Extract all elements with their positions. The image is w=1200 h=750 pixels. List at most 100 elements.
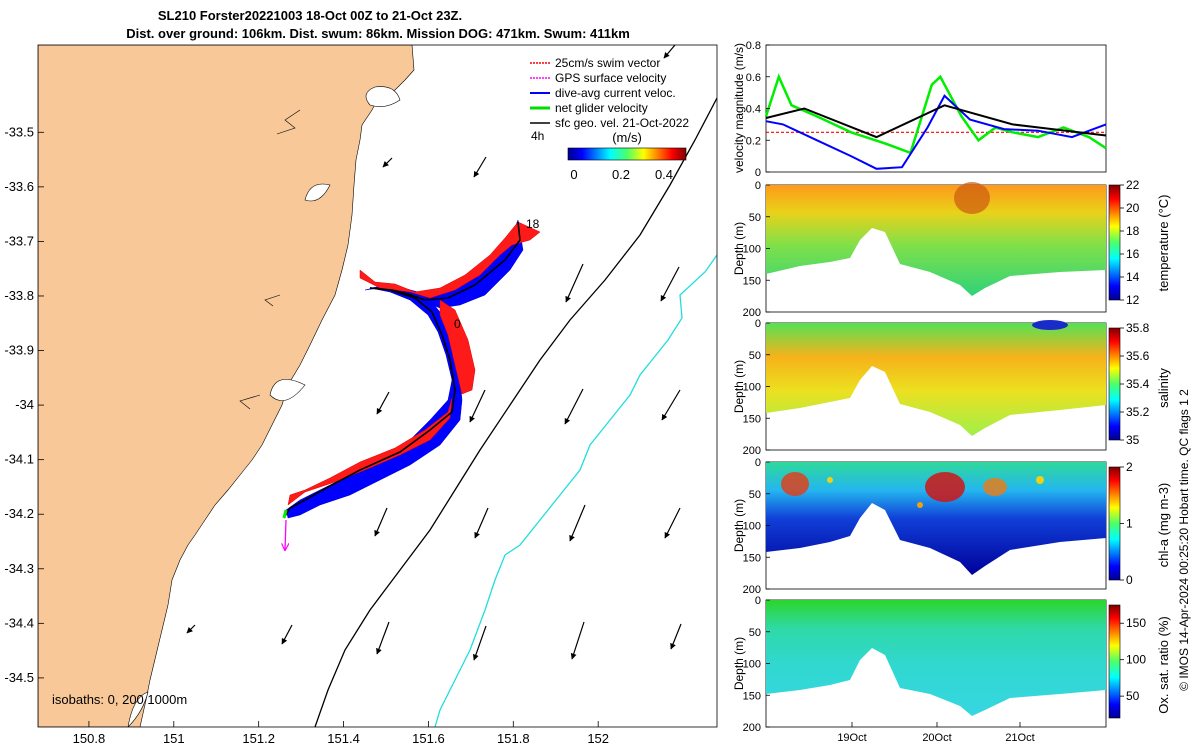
chlorophyll-cbar-label: chl-a (mg m-3) xyxy=(1156,483,1171,568)
colorbar-tick-label: 16 xyxy=(1126,247,1140,261)
section-ytick-label: 0 xyxy=(755,318,761,330)
surface-geostrophic-velocity-arrows xyxy=(186,45,682,661)
map-ytick-label: -34.1 xyxy=(4,452,34,467)
fresh-surface-patch xyxy=(1032,320,1068,330)
map-axes: 150.8 151 151.2 151.4 151.6 151.8 152 -33.5 -33.… xyxy=(4,124,609,746)
swim-vector-swath xyxy=(287,221,541,506)
velocity-series-line-1 xyxy=(764,73,1107,155)
section-ytick-label: 0 xyxy=(755,457,761,469)
map-colorbar-tick-2: 0.4 xyxy=(655,167,673,182)
map-ytick-label: -33.8 xyxy=(4,288,34,303)
section-ytick-label: 100 xyxy=(743,659,761,671)
legend-label-geo: sfc geo. vel. 21-Oct-2022 xyxy=(555,116,689,130)
map-colorbar-tick-0: 0 xyxy=(570,167,577,182)
map-xtick-label: 151.2 xyxy=(242,731,275,746)
velocity-series-line-3 xyxy=(765,104,1107,139)
map-colorbar-tick-1: 0.2 xyxy=(612,167,630,182)
velocity-ytick-label: 0.2 xyxy=(746,135,761,147)
legend-label-net: net glider velocity xyxy=(555,101,648,115)
isobath-200m xyxy=(314,97,717,727)
section-ytick-label: 150 xyxy=(743,552,761,564)
section-xtick-label: 21Oct xyxy=(1005,732,1034,744)
net-glider-velocity-marker xyxy=(282,509,288,519)
track-label-start: 18 xyxy=(526,217,540,231)
velocity-ytick-label: 0.4 xyxy=(746,104,761,116)
map-xtick-label: 150.8 xyxy=(73,731,106,746)
section-ylabel: Depth (m) xyxy=(732,637,746,690)
section-axes: 0 50 100 150 200 Depth (m) 0 50 100 150 200 Depth (… xyxy=(732,180,1035,744)
section-ytick-label: 50 xyxy=(749,489,761,501)
isobath-label: isobaths: 0, 200 1000m xyxy=(52,692,187,707)
salinity-cbar-label: salinity xyxy=(1156,368,1171,408)
lake-3 xyxy=(269,379,306,401)
map-ytick-label: -33.5 xyxy=(4,124,34,139)
salinity-panel xyxy=(765,320,1107,451)
map-xtick-label: 151.4 xyxy=(327,731,360,746)
map-ytick-label: -34 xyxy=(15,397,34,412)
velocity-series-line-2 xyxy=(765,94,1107,170)
gps-surface-velocity-arrow xyxy=(285,519,286,550)
section-ylabel: Depth (m) xyxy=(732,222,746,275)
section-ytick-label: 200 xyxy=(743,722,761,734)
map-ytick-label: -34.5 xyxy=(4,670,34,685)
section-ytick-label: 100 xyxy=(743,382,761,394)
velocity-axes: 0 0.2 0.4 0.6 0.8 xyxy=(746,40,770,179)
bay xyxy=(127,691,149,727)
oxygen-section xyxy=(766,600,1106,716)
velocity-panel: 0 0.2 0.4 0.6 0.8 velocity magnitude (m/s) xyxy=(732,40,1107,179)
colorbar-tick-label: 14 xyxy=(1126,270,1140,284)
map-ytick-label: -34.4 xyxy=(4,615,34,630)
chlorophyll-hotspots xyxy=(781,472,1044,508)
lake-1 xyxy=(365,86,401,107)
section-colorbar-ticks: 1214161820223535.235.435.635.80125010015… xyxy=(1120,178,1150,703)
colorbar-tick-label: 35.6 xyxy=(1126,349,1150,363)
copyright-note: © IMOS 14-Apr-2024 00:25:20 Hobart time.… xyxy=(1177,389,1191,691)
isobath-1000m xyxy=(434,254,717,727)
section-ytick-label: 200 xyxy=(743,307,761,319)
section-xtick-label: 19Oct xyxy=(837,732,866,744)
map-ytick-label: -33.7 xyxy=(4,233,34,248)
section-ytick-label: 150 xyxy=(743,275,761,287)
title-line-1: SL210 Forster20221003 18-Oct 00Z to 21-O… xyxy=(158,8,462,23)
colorbar-tick-label: 50 xyxy=(1126,689,1140,703)
map-panel: 18 0 150.8 151 151.2 151.4 151.6 151.8 152 -33.… xyxy=(4,44,718,746)
colorbar-tick-label: 20 xyxy=(1126,201,1140,215)
salinity-section xyxy=(766,323,1106,436)
colorbar-tick-label: 35.8 xyxy=(1126,321,1150,335)
section-ytick-label: 50 xyxy=(749,627,761,639)
salinity-colorbar xyxy=(1108,327,1121,441)
track-label-mid: 0 xyxy=(454,317,461,331)
section-ytick-label: 50 xyxy=(749,350,761,362)
temperature-colorbar xyxy=(1108,184,1121,301)
section-ylabel: Depth (m) xyxy=(732,360,746,413)
section-ytick-label: 100 xyxy=(743,521,761,533)
map-ytick-label: -33.6 xyxy=(4,179,34,194)
colorbar-tick-label: 100 xyxy=(1126,653,1146,667)
temperature-cbar-label: temperature (°C) xyxy=(1156,195,1171,292)
chlorophyll-panel xyxy=(765,461,1107,590)
velocity-ytick-label: 0.8 xyxy=(746,40,761,52)
map-xtick-label: 151.8 xyxy=(497,731,530,746)
temperature-section xyxy=(766,185,1106,296)
map-legend: 25cm/s swim vector GPS surface velocity … xyxy=(530,56,689,182)
map-ytick-label: -34.2 xyxy=(4,506,34,521)
map-colorbar xyxy=(567,147,687,161)
map-ytick-label: -34.3 xyxy=(4,561,34,576)
land xyxy=(38,45,415,727)
legend-label-swim: 25cm/s swim vector xyxy=(555,56,660,70)
colorbar-tick-label: 150 xyxy=(1126,616,1146,630)
map-colorbar-title: (m/s) xyxy=(612,130,642,145)
section-ytick-label: 150 xyxy=(743,413,761,425)
map-xtick-label: 151.6 xyxy=(412,731,445,746)
section-ylabel: Depth (m) xyxy=(732,499,746,552)
temperature-panel xyxy=(765,182,1107,313)
section-xtick-label: 20Oct xyxy=(922,732,951,744)
colorbar-tick-label: 12 xyxy=(1126,293,1140,307)
legend-label-current: dive-avg current veloc. xyxy=(555,86,676,100)
chlorophyll-colorbar xyxy=(1108,466,1121,581)
velocity-ylabel: velocity magnitude (m/s) xyxy=(732,43,746,173)
map-ytick-label: -33.9 xyxy=(4,343,34,358)
velocity-ytick-label: 0 xyxy=(755,167,761,179)
estuaries xyxy=(239,109,301,410)
